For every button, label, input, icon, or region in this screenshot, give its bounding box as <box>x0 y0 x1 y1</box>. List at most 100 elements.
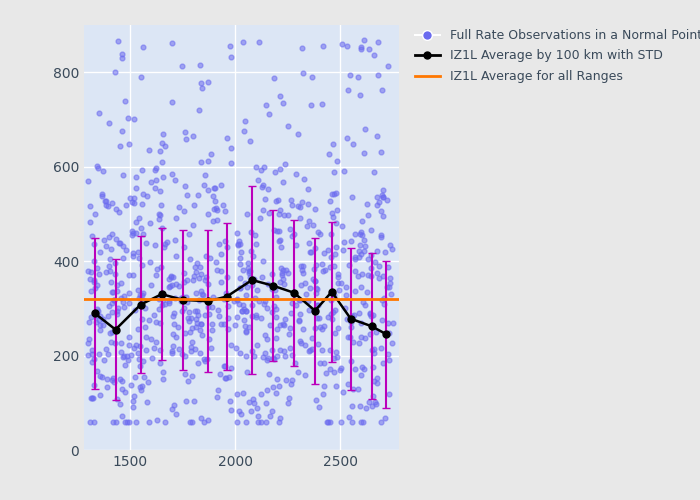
Point <box>274 278 286 286</box>
Point <box>356 45 367 53</box>
Point <box>222 244 233 252</box>
Point <box>97 192 108 200</box>
Point <box>133 254 144 262</box>
Point <box>84 318 95 326</box>
Point <box>361 288 372 296</box>
Point <box>372 132 383 140</box>
Point <box>267 284 278 292</box>
Point <box>232 296 243 304</box>
Point <box>317 267 328 275</box>
Point <box>178 268 190 276</box>
Point <box>302 184 313 192</box>
Point <box>158 375 169 383</box>
Point <box>106 230 118 238</box>
Point <box>378 272 389 280</box>
Point <box>272 376 283 384</box>
Point <box>178 278 190 285</box>
Point <box>108 378 120 386</box>
Point <box>344 261 355 269</box>
Point <box>90 210 101 218</box>
Point <box>211 204 222 212</box>
Point <box>252 176 263 184</box>
Point <box>220 374 231 382</box>
Point <box>130 374 141 382</box>
Point <box>234 284 246 292</box>
Point <box>309 264 320 272</box>
Point <box>165 272 176 280</box>
Point <box>300 341 311 349</box>
Point <box>120 246 131 254</box>
Point <box>341 315 352 323</box>
Point <box>94 372 106 380</box>
Point <box>327 214 338 222</box>
Point <box>332 324 344 332</box>
Point <box>167 349 178 357</box>
Point <box>241 282 253 290</box>
Point <box>113 208 125 216</box>
Point <box>373 274 384 282</box>
Point <box>213 386 224 394</box>
Point <box>304 346 315 354</box>
Point <box>303 216 314 224</box>
Point <box>111 394 122 402</box>
Point <box>377 296 388 304</box>
Point <box>251 163 262 171</box>
Point <box>241 418 252 426</box>
Point <box>266 407 277 415</box>
Point <box>274 206 286 214</box>
Point <box>318 248 330 256</box>
Point <box>89 276 100 284</box>
Point <box>118 292 129 300</box>
Point <box>358 36 370 44</box>
Point <box>316 260 328 268</box>
Point <box>209 197 220 205</box>
Point <box>296 44 307 52</box>
Point <box>363 45 374 53</box>
Point <box>82 350 93 358</box>
Point <box>345 357 356 365</box>
Point <box>146 334 157 342</box>
Point <box>270 334 281 342</box>
Point <box>199 358 210 366</box>
Point <box>382 196 393 204</box>
Point <box>310 396 321 404</box>
Point <box>318 359 330 367</box>
Point <box>180 398 191 406</box>
Point <box>134 294 145 302</box>
Point <box>209 184 220 192</box>
Point <box>322 418 333 426</box>
Point <box>312 340 323 347</box>
Point <box>171 214 182 222</box>
Point <box>104 330 116 338</box>
Point <box>303 306 314 314</box>
Point <box>246 408 257 416</box>
Point <box>124 342 135 349</box>
Point <box>263 208 274 216</box>
Point <box>293 130 304 138</box>
Point <box>307 334 318 342</box>
Point <box>236 410 247 418</box>
Point <box>106 300 118 308</box>
Point <box>202 210 214 218</box>
Point <box>150 272 162 280</box>
Point <box>198 181 209 189</box>
Point <box>355 418 366 426</box>
Point <box>106 308 118 316</box>
Point <box>355 402 366 410</box>
Point <box>303 238 314 246</box>
Point <box>225 159 237 167</box>
Point <box>296 266 307 274</box>
Point <box>109 338 120 346</box>
Point <box>128 199 139 207</box>
Point <box>249 230 260 238</box>
Point <box>167 342 178 349</box>
Point <box>232 296 243 304</box>
Point <box>253 412 264 420</box>
Point <box>190 322 202 330</box>
Point <box>157 224 168 232</box>
Point <box>135 74 146 82</box>
Point <box>288 230 300 238</box>
Point <box>206 150 217 158</box>
Point <box>106 376 118 384</box>
Point <box>218 320 230 328</box>
